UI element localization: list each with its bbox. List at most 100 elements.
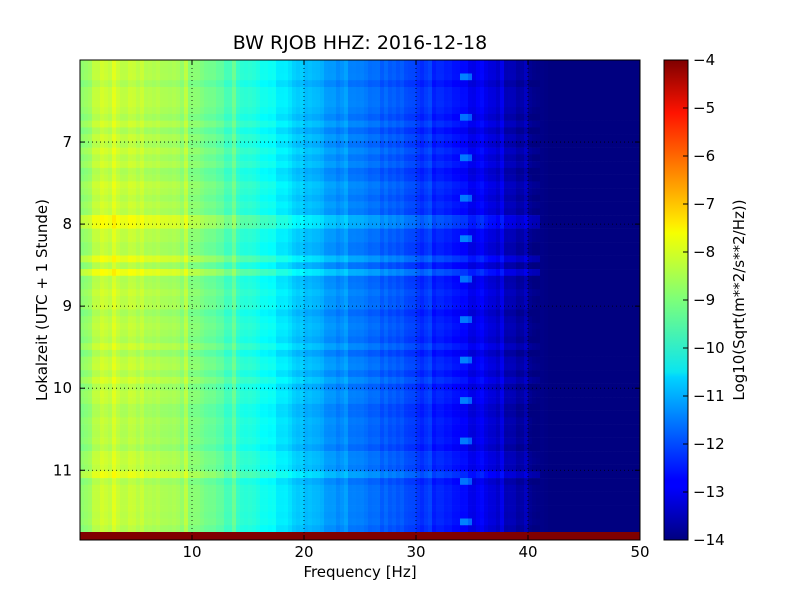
heatmap-cell	[276, 80, 281, 88]
heatmap-cell	[612, 80, 617, 88]
heatmap-cell	[264, 215, 269, 223]
heatmap-cell	[432, 255, 437, 263]
heatmap-cell	[436, 269, 441, 277]
heatmap-cell	[428, 100, 433, 108]
heatmap-cell	[360, 201, 365, 209]
heatmap-cell	[484, 140, 489, 148]
heatmap-cell	[344, 275, 349, 283]
heatmap-cell	[440, 80, 445, 88]
heatmap-cell	[92, 269, 97, 277]
heatmap-cell	[388, 140, 393, 148]
heatmap-cell	[448, 161, 453, 169]
heatmap-cell	[476, 127, 481, 135]
heatmap-cell	[204, 107, 209, 115]
heatmap-cell	[144, 86, 149, 95]
heatmap-cell	[320, 93, 325, 101]
heatmap-cell	[296, 221, 301, 229]
heatmap-cell	[128, 134, 133, 142]
heatmap-cell	[168, 275, 173, 283]
heatmap-row	[80, 228, 641, 236]
heatmap-cell	[580, 248, 585, 256]
heatmap-cell	[528, 228, 533, 236]
heatmap-cell	[396, 154, 401, 162]
heatmap-cell	[588, 215, 593, 223]
heatmap-cell	[152, 221, 157, 229]
heatmap-cell	[252, 73, 257, 81]
heatmap-cell	[308, 275, 313, 283]
heatmap-cell	[200, 113, 205, 121]
heatmap-cell	[308, 282, 313, 290]
heatmap-cell	[504, 140, 509, 148]
heatmap-cell	[132, 134, 137, 142]
heatmap-cell	[520, 248, 525, 256]
heatmap-cell	[376, 86, 381, 95]
heatmap-cell	[372, 208, 377, 216]
heatmap-cell	[348, 167, 353, 175]
heatmap-cell	[200, 228, 205, 236]
heatmap-cell	[164, 100, 169, 108]
heatmap-cell	[236, 235, 241, 243]
heatmap-cell	[532, 275, 537, 283]
heatmap-cell	[244, 275, 249, 283]
heatmap-row	[80, 167, 641, 175]
heatmap-cell	[160, 201, 165, 209]
heatmap-cell	[636, 140, 641, 148]
heatmap-cell	[460, 161, 465, 169]
heatmap-cell	[412, 140, 417, 148]
heatmap-cell	[512, 134, 517, 142]
heatmap-cell	[332, 181, 337, 189]
heatmap-cell	[156, 107, 161, 115]
heatmap-cell	[408, 215, 413, 223]
heatmap-cell	[540, 242, 545, 250]
heatmap-cell	[120, 73, 125, 81]
heatmap-cell	[476, 80, 481, 88]
heatmap-cell	[220, 221, 225, 229]
heatmap-cell	[532, 120, 537, 128]
heatmap-cell	[240, 80, 245, 88]
heatmap-cell	[432, 154, 437, 162]
heatmap-cell	[460, 242, 465, 250]
heatmap-cell	[452, 194, 457, 202]
heatmap-cell	[492, 154, 497, 162]
heatmap-cell	[516, 174, 521, 182]
heatmap-cell	[636, 262, 641, 270]
heatmap-cell	[528, 127, 533, 135]
heatmap-cell	[456, 120, 461, 128]
heatmap-cell	[400, 228, 405, 236]
heatmap-cell	[400, 140, 405, 148]
heatmap-cell	[124, 93, 129, 101]
heatmap-cell	[440, 215, 445, 223]
heatmap-cell	[180, 201, 185, 209]
heatmap-cell	[180, 269, 185, 277]
heatmap-cell	[468, 100, 473, 108]
heatmap-cell	[292, 289, 297, 297]
heatmap-cell	[584, 262, 589, 270]
heatmap-cell	[636, 120, 641, 128]
heatmap-cell	[608, 66, 613, 74]
heatmap-cell	[448, 201, 453, 209]
heatmap-cell	[400, 167, 405, 175]
heatmap-cell	[460, 248, 465, 256]
heatmap-cell	[108, 147, 113, 155]
heatmap-cell	[344, 248, 349, 256]
heatmap-cell	[360, 161, 365, 169]
heatmap-cell	[160, 120, 165, 128]
heatmap-cell	[408, 194, 413, 202]
heatmap-cell	[136, 93, 141, 101]
heatmap-cell	[320, 161, 325, 169]
heatmap-cell	[108, 248, 113, 256]
heatmap-cell	[164, 255, 169, 263]
heatmap-cell	[440, 255, 445, 263]
heatmap-cell	[408, 107, 413, 115]
heatmap-cell	[456, 275, 461, 283]
heatmap-cell	[184, 262, 189, 270]
heatmap-cell	[552, 194, 557, 202]
heatmap-cell	[528, 174, 533, 182]
heatmap-cell	[152, 235, 157, 243]
heatmap-cell	[580, 66, 585, 74]
heatmap-cell	[620, 235, 625, 243]
heatmap-cell	[620, 248, 625, 256]
heatmap-cell	[136, 80, 141, 88]
heatmap-cell	[244, 208, 249, 216]
heatmap-cell	[88, 215, 93, 223]
